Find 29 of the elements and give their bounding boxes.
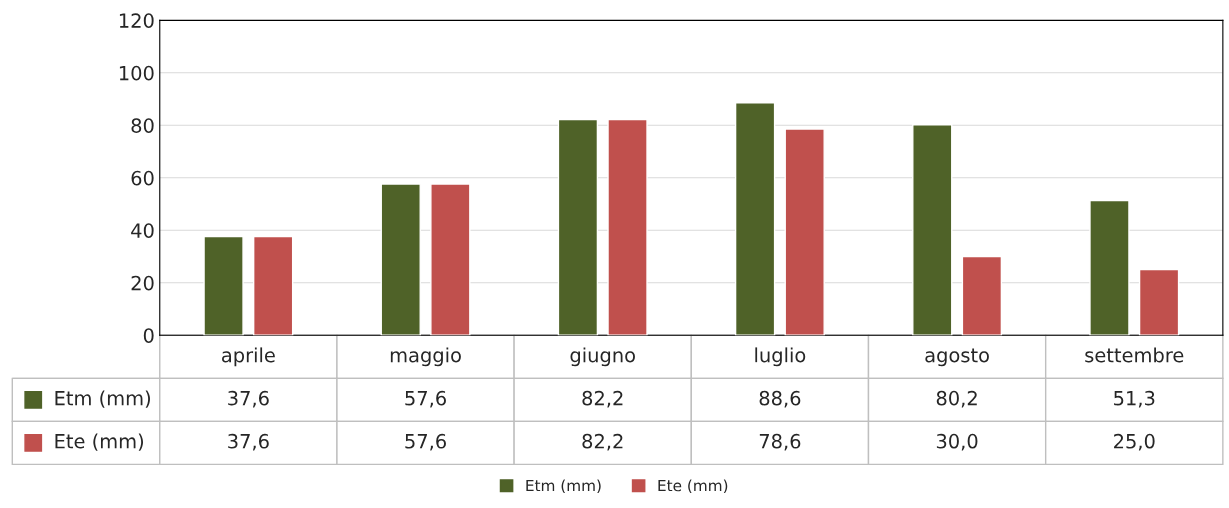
legend-label: Ete (mm) (658, 479, 728, 494)
text: Ete (mm) (55, 433, 144, 451)
data-label: 57,6 (405, 390, 446, 408)
x-tick-label: giugno (570, 347, 635, 367)
x-tick-label: agosto (925, 348, 989, 367)
data-label: 37,6 (228, 433, 269, 451)
data-label: 51,3 (1114, 390, 1155, 408)
data-label: 88,6 (759, 390, 801, 408)
y-tick-label: 120 (119, 13, 154, 28)
y-tick-label: 20 (131, 275, 154, 291)
data-label: 57,6 (405, 433, 446, 451)
x-tick-label: luglio (755, 347, 806, 367)
data-label: 82,2 (582, 390, 623, 408)
data-label: 37,6 (228, 390, 269, 408)
y-tick-label: 60 (131, 170, 154, 186)
x-tick-label: settembre (1085, 347, 1184, 363)
y-tick-label: 80 (131, 118, 154, 133)
data-label: 30,0 (936, 433, 978, 451)
y-tick-label: 100 (119, 65, 154, 81)
y-tick-label: 0 (143, 328, 154, 343)
x-tick-label: aprile (222, 347, 275, 367)
text: Etm (mm) (526, 479, 601, 494)
data-label: 82,2 (582, 433, 623, 451)
data-label: 80,2 (936, 390, 977, 408)
x-tick-label: maggio (390, 347, 461, 367)
data-label: 78,6 (759, 433, 801, 451)
y-tick-label: 40 (131, 223, 154, 238)
legend-label: Etm (mm) (55, 390, 150, 408)
data-label: 25,0 (1114, 433, 1155, 451)
